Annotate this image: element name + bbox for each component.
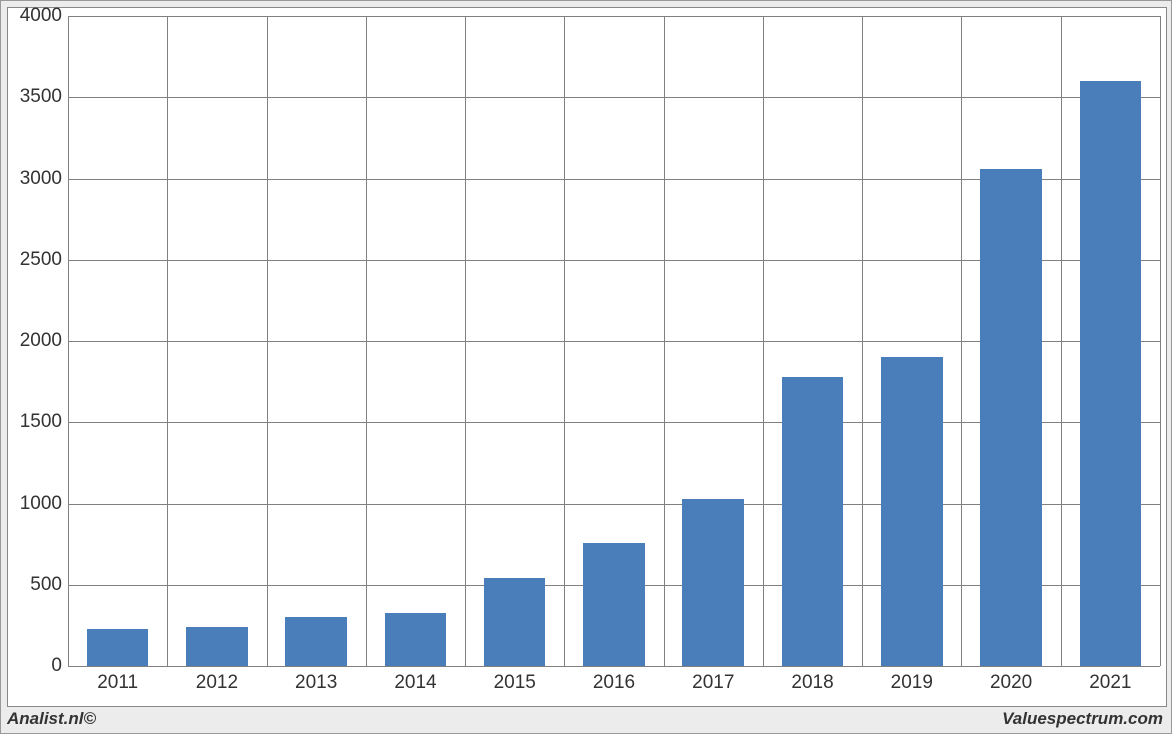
- gridline-vertical: [961, 16, 962, 666]
- gridline-vertical: [564, 16, 565, 666]
- gridline-vertical: [68, 16, 69, 666]
- chart-inner-panel: 0 500 1000 1500 2000 2500 3000 3500 4000 2011 2012…: [7, 7, 1167, 707]
- bar: [782, 377, 844, 666]
- plot-area: 0500100015002000250030003500400020112012…: [68, 16, 1160, 666]
- x-axis-tick-label: 2015: [494, 666, 536, 694]
- gridline-vertical: [1061, 16, 1062, 666]
- chart-outer-frame: 0 500 1000 1500 2000 2500 3000 3500 4000 2011 2012…: [0, 0, 1172, 734]
- y-axis-tick-label: 500: [30, 574, 68, 596]
- bar: [186, 627, 248, 666]
- x-axis-tick-label: 2011: [97, 666, 138, 694]
- y-axis-tick-label: 0: [51, 655, 68, 677]
- gridline-horizontal: [68, 97, 1160, 98]
- bar: [87, 629, 149, 666]
- bar: [1080, 81, 1142, 666]
- gridline-vertical: [366, 16, 367, 666]
- bar: [385, 613, 447, 666]
- y-axis-tick-label: 2000: [20, 330, 68, 352]
- bar: [980, 169, 1042, 666]
- gridline-vertical: [1160, 16, 1161, 666]
- y-axis-tick-label: 4000: [20, 5, 68, 27]
- x-axis-tick-label: 2012: [196, 666, 238, 694]
- x-axis-tick-label: 2021: [1089, 666, 1131, 694]
- gridline-vertical: [267, 16, 268, 666]
- bar: [682, 499, 744, 666]
- y-axis-tick-label: 1000: [20, 493, 68, 515]
- gridline-horizontal: [68, 16, 1160, 17]
- gridline-vertical: [664, 16, 665, 666]
- x-axis-tick-label: 2020: [990, 666, 1032, 694]
- bar: [881, 357, 943, 666]
- x-axis-tick-label: 2013: [295, 666, 337, 694]
- bar: [484, 578, 546, 666]
- y-axis-tick-label: 2500: [20, 249, 68, 271]
- gridline-vertical: [763, 16, 764, 666]
- x-axis-tick-label: 2017: [692, 666, 734, 694]
- gridline-vertical: [167, 16, 168, 666]
- x-axis-tick-label: 2014: [394, 666, 436, 694]
- x-axis-tick-label: 2019: [891, 666, 933, 694]
- y-axis-tick-label: 3000: [20, 168, 68, 190]
- footer-credit-right: Valuespectrum.com: [1002, 709, 1163, 729]
- y-axis-tick-label: 1500: [20, 411, 68, 433]
- x-axis-tick-label: 2018: [791, 666, 833, 694]
- gridline-vertical: [862, 16, 863, 666]
- x-axis-tick-label: 2016: [593, 666, 635, 694]
- footer-credit-left: Analist.nl©: [7, 709, 96, 729]
- y-axis-tick-label: 3500: [20, 86, 68, 108]
- bar: [583, 543, 645, 667]
- gridline-vertical: [465, 16, 466, 666]
- bar: [285, 617, 347, 666]
